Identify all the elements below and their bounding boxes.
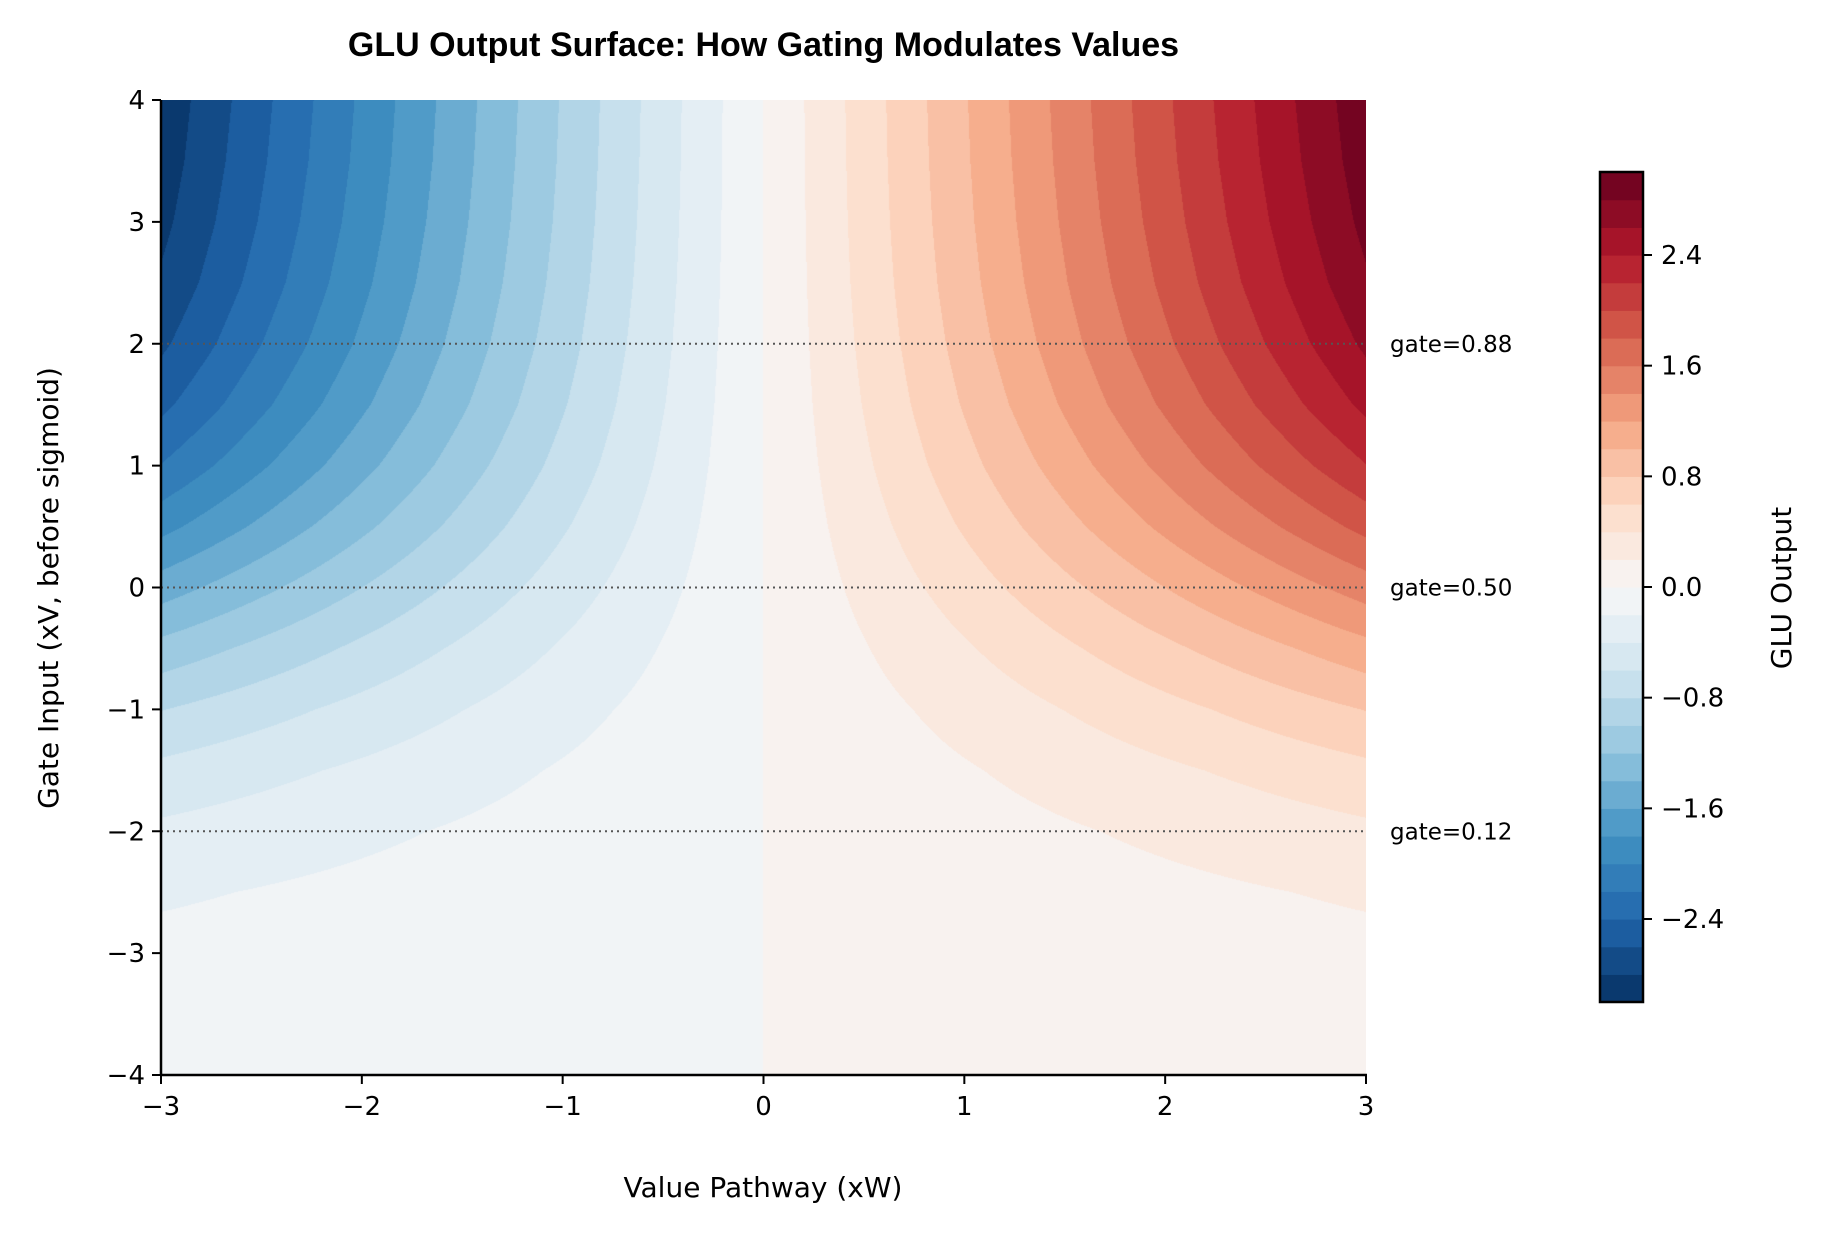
colorbar-band xyxy=(1600,255,1643,284)
colorbar-band xyxy=(1600,587,1643,616)
colorbar-tick-label: 1.6 xyxy=(1661,352,1702,382)
colorbar-band xyxy=(1600,476,1643,505)
colorbar-band xyxy=(1600,614,1643,643)
y-tick-label: 4 xyxy=(128,86,145,116)
colorbar-band xyxy=(1600,199,1643,228)
colorbar-band xyxy=(1600,310,1643,339)
y-tick-label: 0 xyxy=(128,574,145,604)
colorbar-band xyxy=(1600,974,1643,1003)
colorbar-band xyxy=(1600,227,1643,256)
x-tick-label: −2 xyxy=(343,1092,381,1122)
y-tick-label: −1 xyxy=(107,695,145,725)
x-tick-label: −3 xyxy=(142,1092,180,1122)
colorbar-band xyxy=(1600,338,1643,367)
x-tick-label: −1 xyxy=(544,1092,582,1122)
colorbar-band xyxy=(1600,642,1643,671)
colorbar-band xyxy=(1600,946,1643,975)
x-tick-label: 3 xyxy=(1358,1092,1375,1122)
colorbar-band xyxy=(1600,808,1643,837)
colorbar-tick-label: −1.6 xyxy=(1661,794,1724,824)
colorbar-band xyxy=(1600,670,1643,699)
colorbar-band xyxy=(1600,836,1643,865)
colorbar-band xyxy=(1600,448,1643,477)
x-tick-label: 1 xyxy=(956,1092,973,1122)
colorbar-label: GLU Output xyxy=(1765,507,1798,670)
contour-surface xyxy=(161,100,1366,1075)
colorbar-band xyxy=(1600,421,1643,450)
x-axis-label: Value Pathway (xW) xyxy=(624,1171,903,1204)
colorbar-band xyxy=(1600,365,1643,394)
colorbar-band xyxy=(1600,753,1643,782)
colorbar-tick-label: 2.4 xyxy=(1661,241,1702,271)
colorbar-tick-label: −2.4 xyxy=(1661,905,1724,935)
colorbar-tick-label: 0.8 xyxy=(1661,462,1702,492)
reference-line-label: gate=0.88 xyxy=(1390,332,1512,358)
y-tick-label: −3 xyxy=(107,939,145,969)
x-tick-label: 2 xyxy=(1157,1092,1174,1122)
colorbar-tick-label: 0.0 xyxy=(1661,573,1702,603)
reference-line-label: gate=0.50 xyxy=(1390,576,1512,602)
chart-title: GLU Output Surface: How Gating Modulates… xyxy=(347,26,1180,64)
colorbar-band xyxy=(1600,919,1643,948)
y-axis-label: Gate Input (xV, before sigmoid) xyxy=(32,367,65,809)
colorbar-band xyxy=(1600,725,1643,754)
colorbar-band xyxy=(1600,863,1643,892)
colorbar-band xyxy=(1600,697,1643,726)
colorbar: −2.4 −1.6 −0.8 0.0 0.8 1.6 2.4 xyxy=(1598,170,1724,1004)
reference-line-label: gate=0.12 xyxy=(1390,819,1512,845)
colorbar-tick-label: −0.8 xyxy=(1661,684,1724,714)
colorbar-band xyxy=(1600,891,1643,920)
y-tick-label: 3 xyxy=(128,208,145,238)
y-tick-label: 1 xyxy=(128,452,145,482)
colorbar-band xyxy=(1600,531,1643,560)
y-tick-label: 2 xyxy=(128,330,145,360)
reference-lines: gate=0.88 gate=0.50 gate=0.12 xyxy=(161,332,1512,845)
x-tick-label: 0 xyxy=(755,1092,772,1122)
y-tick-label: −4 xyxy=(107,1061,145,1091)
colorbar-band xyxy=(1600,172,1643,201)
colorbar-band xyxy=(1600,504,1643,533)
y-tick-label: −2 xyxy=(107,817,145,847)
colorbar-band xyxy=(1600,559,1643,588)
colorbar-band xyxy=(1600,393,1643,422)
colorbar-band xyxy=(1600,780,1643,809)
colorbar-band xyxy=(1600,282,1643,311)
